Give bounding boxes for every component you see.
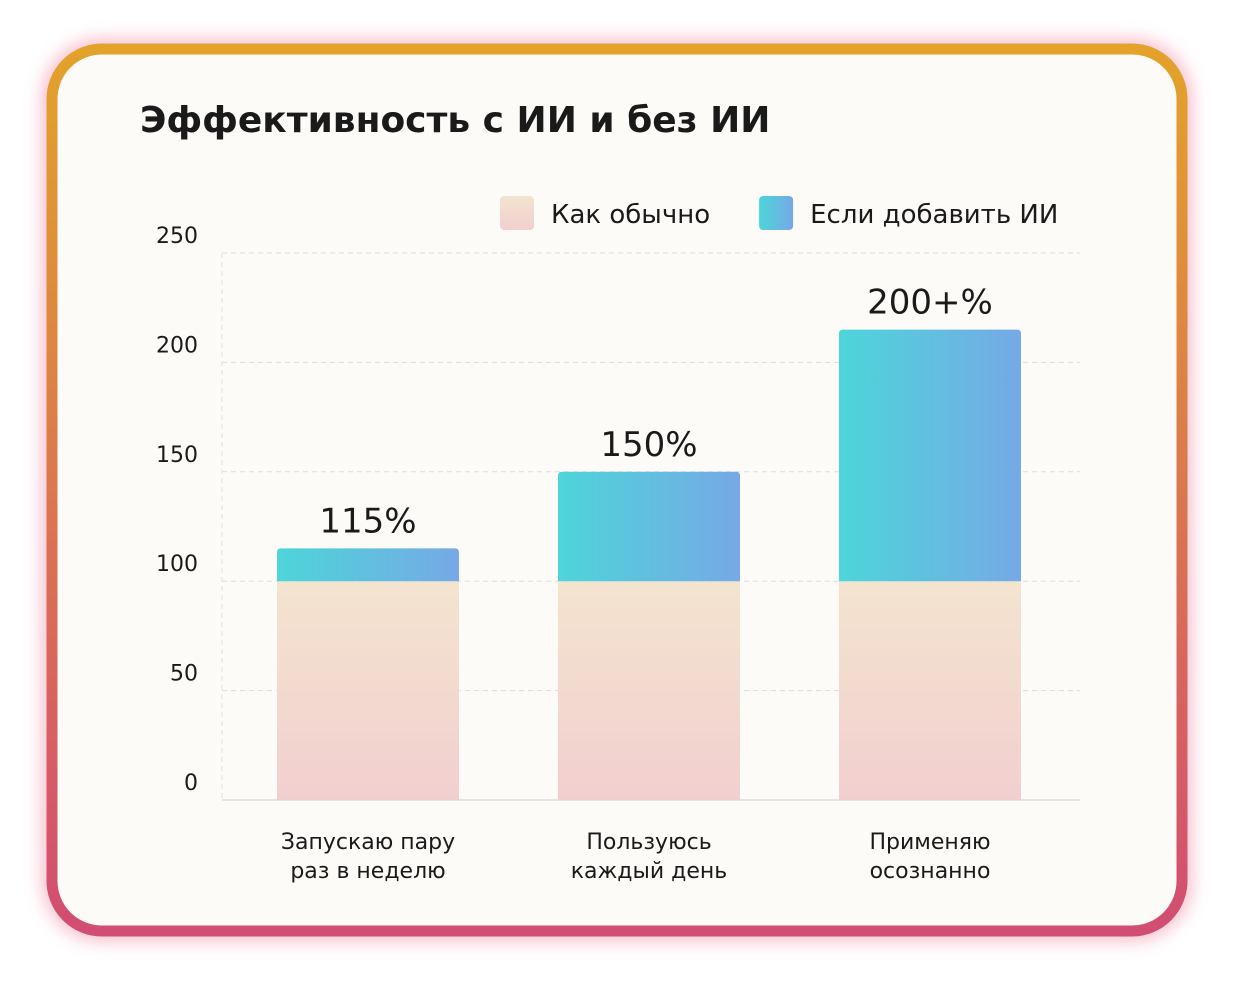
y-tick-label: 100 bbox=[156, 552, 198, 577]
bar-segment bbox=[558, 581, 740, 800]
y-tick-label: 200 bbox=[156, 333, 198, 358]
x-tick-label: каждый день bbox=[571, 859, 728, 884]
x-tick-label: Пользуюсь bbox=[586, 830, 711, 855]
y-tick-label: 250 bbox=[156, 224, 198, 249]
bar-annotation: 115% bbox=[319, 501, 416, 541]
bar-annotation: 150% bbox=[600, 425, 697, 465]
y-tick-label: 150 bbox=[156, 443, 198, 468]
x-tick-label: осознанно bbox=[870, 859, 991, 884]
x-tick-label: Применяю bbox=[869, 830, 990, 855]
chart-title: Эффективность с ИИ и без ИИ bbox=[140, 100, 770, 141]
x-tick-label: Запускаю пару bbox=[281, 830, 455, 855]
legend-label: Как обычно bbox=[551, 200, 710, 230]
legend-label: Если добавить ИИ bbox=[810, 200, 1058, 230]
bar-annotation: 200+% bbox=[867, 283, 993, 323]
bar-segment bbox=[558, 471, 740, 582]
bar-segment bbox=[277, 548, 459, 582]
legend-swatch bbox=[500, 196, 534, 230]
y-tick-label: 50 bbox=[170, 662, 198, 687]
bar-segment bbox=[839, 329, 1021, 582]
y-tick-label: 0 bbox=[184, 771, 198, 796]
legend-swatch bbox=[759, 196, 794, 230]
x-tick-label: раз в неделю bbox=[290, 859, 445, 884]
bar-segment bbox=[839, 581, 1021, 800]
bar-segment bbox=[277, 581, 459, 800]
